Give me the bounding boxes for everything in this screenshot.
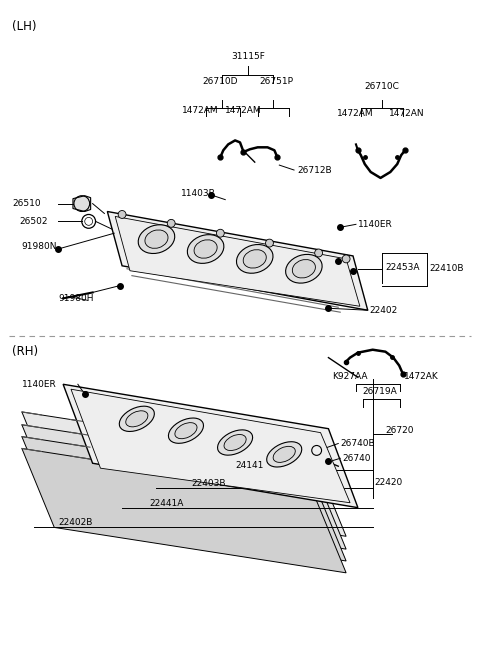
Ellipse shape <box>292 259 315 278</box>
Text: 26510: 26510 <box>12 199 41 208</box>
Text: K927AA: K927AA <box>332 372 368 381</box>
Text: 1140ER: 1140ER <box>22 380 57 389</box>
Ellipse shape <box>273 446 295 462</box>
Polygon shape <box>22 424 346 549</box>
Polygon shape <box>108 212 368 310</box>
Text: 22402: 22402 <box>370 306 398 314</box>
Polygon shape <box>115 216 360 307</box>
Text: 22420: 22420 <box>374 479 403 487</box>
Text: 1472AN: 1472AN <box>389 109 425 118</box>
Text: 91980H: 91980H <box>58 294 94 303</box>
Text: 26740B: 26740B <box>340 439 375 448</box>
Ellipse shape <box>138 225 175 253</box>
Text: (RH): (RH) <box>12 345 38 358</box>
Circle shape <box>216 229 224 237</box>
Text: 26740: 26740 <box>342 454 371 463</box>
Text: 1472AK: 1472AK <box>404 372 439 381</box>
Ellipse shape <box>187 234 224 263</box>
Ellipse shape <box>224 434 246 451</box>
Text: 26720: 26720 <box>385 426 414 435</box>
Polygon shape <box>22 412 346 536</box>
Ellipse shape <box>194 240 217 258</box>
Polygon shape <box>22 449 346 573</box>
Text: 26710C: 26710C <box>364 82 399 91</box>
Polygon shape <box>71 389 350 503</box>
Text: 22403B: 22403B <box>191 479 226 488</box>
Ellipse shape <box>168 418 204 443</box>
Text: 1472AM: 1472AM <box>182 105 219 115</box>
Ellipse shape <box>126 411 148 427</box>
Circle shape <box>168 219 175 227</box>
Text: 26502: 26502 <box>19 217 48 226</box>
Text: 24141: 24141 <box>235 461 264 470</box>
Text: 31115F: 31115F <box>231 52 265 62</box>
Ellipse shape <box>217 430 252 455</box>
Text: 26712B: 26712B <box>297 166 332 174</box>
Text: 22402B: 22402B <box>58 518 93 527</box>
Text: 1140ER: 1140ER <box>358 220 393 229</box>
Text: 1472AM: 1472AM <box>225 105 261 115</box>
Ellipse shape <box>243 250 266 268</box>
Ellipse shape <box>286 254 322 283</box>
Text: 26751P: 26751P <box>259 77 293 86</box>
Text: 11403B: 11403B <box>181 189 216 198</box>
Circle shape <box>342 255 350 263</box>
Circle shape <box>265 239 274 247</box>
Ellipse shape <box>175 422 197 439</box>
Circle shape <box>315 249 323 257</box>
Text: (LH): (LH) <box>12 20 36 33</box>
Polygon shape <box>63 384 358 508</box>
Ellipse shape <box>145 230 168 248</box>
Ellipse shape <box>267 441 302 467</box>
Text: 22441A: 22441A <box>150 498 184 508</box>
Polygon shape <box>22 437 346 561</box>
Text: 22410B: 22410B <box>430 264 464 273</box>
Text: 22453A: 22453A <box>385 263 420 272</box>
Text: 26710D: 26710D <box>203 77 238 86</box>
Ellipse shape <box>237 244 273 273</box>
Text: 26719A: 26719A <box>362 387 397 396</box>
Circle shape <box>118 210 126 218</box>
Ellipse shape <box>120 406 155 432</box>
Text: 91980N: 91980N <box>22 242 57 251</box>
Text: 1472AM: 1472AM <box>336 109 373 118</box>
Polygon shape <box>73 196 91 212</box>
